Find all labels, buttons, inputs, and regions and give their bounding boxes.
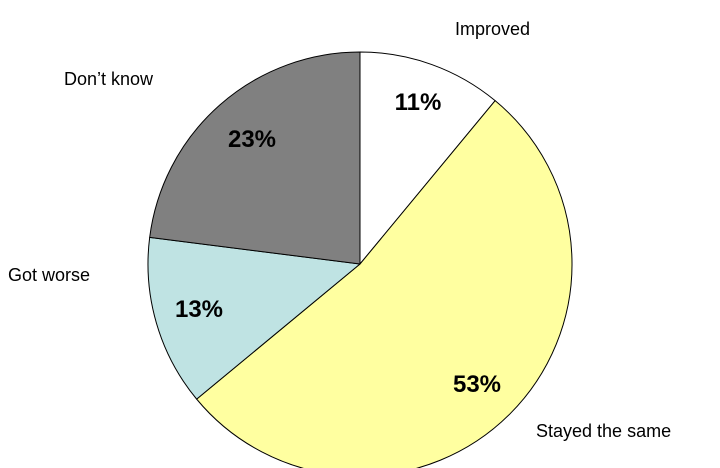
category-label-improved: Improved (455, 19, 530, 39)
pie-slice-stayed-the-same (196, 100, 573, 468)
pie-slices (147, 51, 573, 468)
category-label-got-worse: Got worse (8, 265, 90, 285)
pct-label-improved: 11% (395, 89, 442, 116)
pie-slice-dont-know (149, 51, 361, 265)
pie-slice-improved (359, 51, 496, 265)
category-label-dont-know: Don’t know (64, 69, 154, 89)
category-label-stayed-the-same: Stayed the same (536, 421, 671, 441)
pct-label-stayed-the-same: 53% (453, 371, 501, 398)
percent-labels: 11% 53% 13% 23% (175, 89, 501, 398)
pct-label-got-worse: 13% (175, 296, 223, 323)
pie-slice-got-worse (147, 236, 361, 400)
pct-label-dont-know: 23% (228, 126, 276, 153)
category-labels: Improved Stayed the same Got worse Don’t… (8, 19, 671, 441)
